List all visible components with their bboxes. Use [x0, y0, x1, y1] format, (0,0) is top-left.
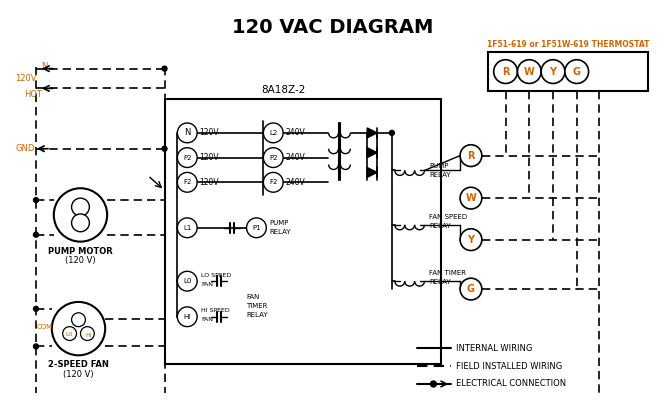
Text: L2: L2	[269, 130, 277, 136]
Text: 120 VAC DIAGRAM: 120 VAC DIAGRAM	[232, 18, 433, 37]
Circle shape	[263, 148, 283, 168]
Text: 120V: 120V	[15, 74, 37, 83]
Circle shape	[178, 173, 197, 192]
Text: ELECTRICAL CONNECTION: ELECTRICAL CONNECTION	[456, 380, 566, 388]
Text: N: N	[41, 62, 48, 71]
Circle shape	[565, 60, 589, 83]
Text: HOT: HOT	[24, 90, 42, 99]
Text: TIMER: TIMER	[247, 303, 268, 309]
Circle shape	[178, 307, 197, 327]
Text: 240V: 240V	[285, 153, 305, 162]
Text: 8A18Z-2: 8A18Z-2	[261, 85, 306, 95]
Text: HI: HI	[184, 314, 191, 320]
Circle shape	[247, 218, 266, 238]
Circle shape	[460, 187, 482, 209]
Text: FIELD INSTALLED WIRING: FIELD INSTALLED WIRING	[456, 362, 562, 371]
Text: R: R	[502, 67, 509, 77]
Polygon shape	[367, 128, 377, 138]
Text: 120V: 120V	[199, 128, 218, 137]
Text: RELAY: RELAY	[429, 223, 451, 229]
Text: F2: F2	[269, 179, 277, 185]
Polygon shape	[367, 148, 377, 158]
Text: F2: F2	[183, 179, 192, 185]
Circle shape	[80, 327, 94, 341]
Text: W: W	[466, 193, 476, 203]
Circle shape	[162, 146, 167, 151]
Circle shape	[72, 198, 89, 216]
Circle shape	[34, 232, 38, 237]
Text: L1: L1	[183, 225, 192, 231]
Circle shape	[494, 60, 517, 83]
Text: RELAY: RELAY	[429, 279, 451, 285]
Circle shape	[178, 123, 197, 143]
Text: FAN: FAN	[201, 317, 213, 322]
Text: R: R	[467, 150, 475, 160]
Circle shape	[263, 123, 283, 143]
Circle shape	[72, 313, 85, 327]
Text: P2: P2	[183, 155, 192, 160]
Text: GND: GND	[15, 144, 35, 153]
Circle shape	[178, 271, 197, 291]
Text: FAN TIMER: FAN TIMER	[429, 270, 466, 276]
Text: W: W	[524, 67, 535, 77]
Text: Y: Y	[468, 235, 474, 245]
Text: FAN: FAN	[247, 294, 260, 300]
Bar	[165, 99, 442, 364]
Text: P1: P1	[252, 225, 261, 231]
Circle shape	[460, 229, 482, 251]
Circle shape	[460, 145, 482, 166]
Text: RELAY: RELAY	[247, 312, 268, 318]
Circle shape	[52, 302, 105, 355]
Circle shape	[72, 214, 89, 232]
Text: P2: P2	[269, 155, 277, 160]
Text: PUMP: PUMP	[429, 163, 449, 170]
Text: LO SPEED: LO SPEED	[201, 273, 231, 278]
Text: Y: Y	[549, 67, 557, 77]
Circle shape	[34, 344, 38, 349]
Bar	[488, 52, 648, 91]
Text: 240V: 240V	[285, 178, 305, 187]
Circle shape	[63, 327, 76, 341]
Text: FAN: FAN	[201, 282, 213, 287]
Text: 120V: 120V	[199, 153, 218, 162]
Circle shape	[34, 198, 38, 202]
Text: 240V: 240V	[285, 128, 305, 137]
Circle shape	[263, 173, 283, 192]
Circle shape	[178, 218, 197, 238]
Circle shape	[54, 188, 107, 242]
Text: L0: L0	[65, 332, 72, 337]
Text: RELAY: RELAY	[269, 229, 291, 235]
Text: HI: HI	[85, 333, 92, 338]
Text: (120 V): (120 V)	[65, 256, 96, 266]
Text: PUMP MOTOR: PUMP MOTOR	[48, 246, 113, 256]
Text: (120 V): (120 V)	[63, 370, 94, 379]
Text: 1F51-619 or 1F51W-619 THERMOSTAT: 1F51-619 or 1F51W-619 THERMOSTAT	[486, 40, 649, 49]
Circle shape	[517, 60, 541, 83]
Circle shape	[162, 66, 167, 71]
Circle shape	[34, 306, 38, 311]
Text: N: N	[184, 128, 190, 137]
Circle shape	[460, 278, 482, 300]
Text: 2-SPEED FAN: 2-SPEED FAN	[48, 360, 109, 369]
Circle shape	[541, 60, 565, 83]
Text: G: G	[573, 67, 581, 77]
Text: G: G	[467, 284, 475, 294]
Text: INTERNAL WIRING: INTERNAL WIRING	[456, 344, 533, 353]
Text: COM: COM	[37, 323, 53, 330]
Circle shape	[178, 148, 197, 168]
Text: 120V: 120V	[199, 178, 218, 187]
Text: L0: L0	[183, 278, 192, 284]
Text: HI SPEED: HI SPEED	[201, 308, 230, 313]
Text: PUMP: PUMP	[269, 220, 289, 226]
Polygon shape	[367, 168, 377, 177]
Circle shape	[430, 381, 436, 387]
Text: FAN SPEED: FAN SPEED	[429, 214, 468, 220]
Text: RELAY: RELAY	[429, 172, 451, 178]
Circle shape	[389, 130, 395, 135]
